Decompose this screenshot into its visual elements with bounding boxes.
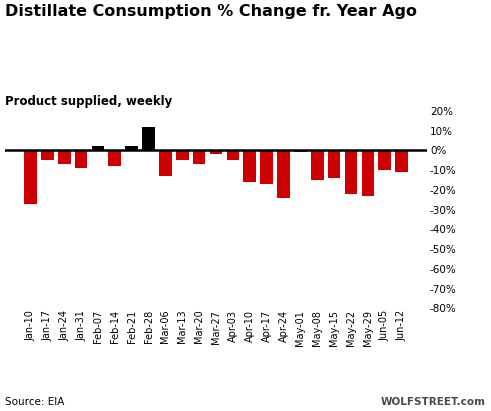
Bar [361,150,374,196]
Text: WOLFSTREET.com: WOLFSTREET.com [381,397,486,407]
Bar [125,146,138,150]
Bar [294,150,307,152]
Bar [41,150,54,160]
Bar [311,150,324,180]
Text: Product supplied, weekly: Product supplied, weekly [5,95,172,108]
Text: Source: EIA: Source: EIA [5,397,64,407]
Bar [159,150,172,176]
Bar [226,150,239,160]
Bar [142,127,155,150]
Bar [24,150,37,204]
Bar [210,150,222,155]
Text: Distillate Consumption % Change fr. Year Ago: Distillate Consumption % Change fr. Year… [5,4,417,19]
Bar [345,150,357,194]
Bar [244,150,256,182]
Bar [379,150,391,170]
Bar [395,150,408,172]
Bar [193,150,206,164]
Bar [75,150,87,168]
Bar [260,150,273,184]
Bar [92,146,104,150]
Bar [328,150,340,178]
Bar [176,150,189,160]
Bar [58,150,71,164]
Bar [109,150,121,166]
Bar [277,150,290,198]
